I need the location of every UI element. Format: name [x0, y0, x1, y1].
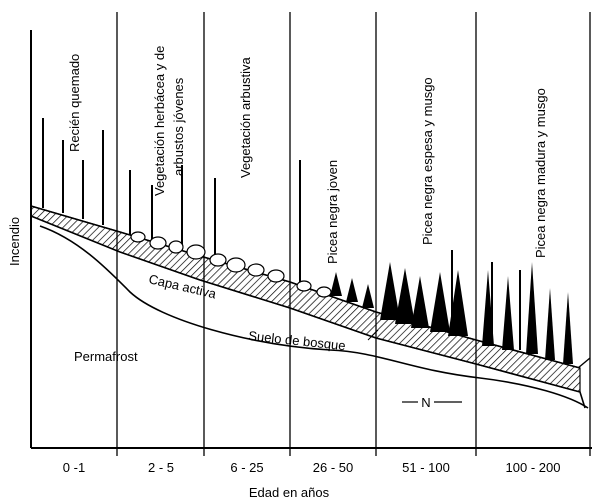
- mature-spruce: [482, 262, 573, 364]
- x-axis-label: Edad en años: [249, 485, 330, 500]
- dense-spruce: [380, 262, 468, 336]
- soil-base: [30, 215, 586, 409]
- stage-separators: [116, 12, 591, 456]
- age-label-1: 0 -1: [63, 460, 85, 475]
- age-label-5: 51 - 100: [402, 460, 450, 475]
- stage-name-4: Picea negra joven: [325, 160, 340, 264]
- age-label-4: 26 - 50: [313, 460, 353, 475]
- shrubs: [130, 231, 332, 298]
- permafrost-table-curve: [39, 225, 589, 409]
- permafrost-label: Permafrost: [74, 349, 138, 364]
- stage-name-3: Vegetación arbustiva: [238, 57, 253, 178]
- stage-name-6: Picea negra madura y musgo: [533, 88, 548, 258]
- forest-floor-leader: [367, 329, 379, 341]
- age-label-2: 2 - 5: [148, 460, 174, 475]
- north-marker-label: N: [421, 395, 430, 410]
- y-axis-label: Incendio: [7, 217, 22, 266]
- forest-floor-label: Suelo de bosque: [248, 328, 347, 353]
- stage-name-1: Recién quemado: [67, 54, 82, 152]
- age-label-3: 6 - 25: [230, 460, 263, 475]
- stage-name-5: Picea negra espesa y musgo: [420, 77, 435, 245]
- forest-floor-layer: [30, 205, 581, 393]
- young-spruce: [330, 272, 374, 308]
- age-label-6: 100 - 200: [506, 460, 561, 475]
- stage-name-2-line2: arbustos jóvenes: [171, 77, 186, 176]
- profile-end-arrow: [577, 357, 591, 369]
- stage-name-2-line1: Vegetación herbácea y de: [152, 46, 167, 196]
